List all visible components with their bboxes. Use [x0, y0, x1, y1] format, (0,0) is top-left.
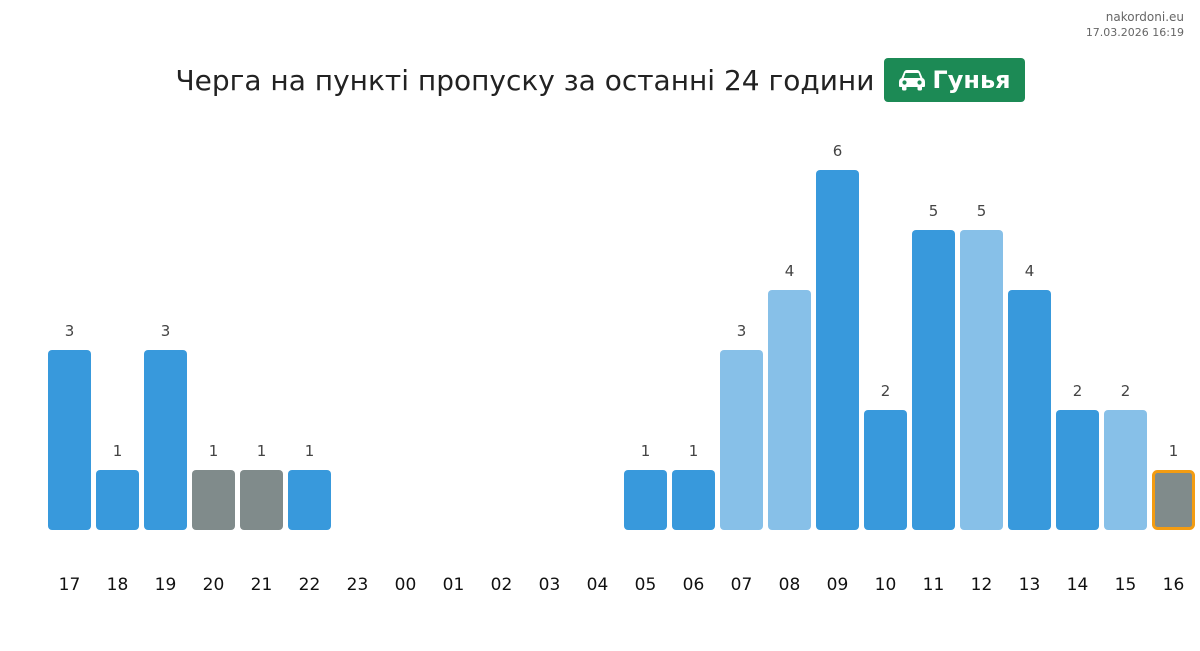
- bar-05: [624, 470, 667, 530]
- x-tick-label-13: 13: [1019, 575, 1041, 595]
- data-label-10: 2: [881, 382, 891, 400]
- x-tick-label-23: 23: [347, 575, 369, 595]
- checkpoint-badge: Гунья: [884, 58, 1025, 102]
- x-tick-label-18: 18: [107, 575, 129, 595]
- bar-12: [960, 230, 1003, 530]
- bar-06: [672, 470, 715, 530]
- bar-07: [720, 350, 763, 530]
- bar-15: [1104, 410, 1147, 530]
- data-label-07: 3: [737, 322, 747, 340]
- x-tick-label-21: 21: [251, 575, 273, 595]
- bar-17: [48, 350, 91, 530]
- x-tick-label-01: 01: [443, 575, 465, 595]
- watermark-site: nakordoni.eu: [1105, 10, 1184, 24]
- car-icon: [898, 69, 926, 91]
- x-tick-label-14: 14: [1067, 575, 1089, 595]
- data-label-18: 1: [113, 442, 123, 460]
- bar-13: [1008, 290, 1051, 530]
- bar-16: [1152, 470, 1195, 530]
- bar-18: [96, 470, 139, 530]
- x-tick-label-10: 10: [875, 575, 897, 595]
- x-tick-label-12: 12: [971, 575, 993, 595]
- x-tick-label-07: 07: [731, 575, 753, 595]
- x-tick-label-02: 02: [491, 575, 513, 595]
- data-label-13: 4: [1025, 262, 1035, 280]
- data-label-15: 2: [1121, 382, 1131, 400]
- data-label-21: 1: [257, 442, 267, 460]
- x-tick-label-19: 19: [155, 575, 177, 595]
- data-label-12: 5: [977, 202, 987, 220]
- data-label-19: 3: [161, 322, 171, 340]
- chart-title: Черга на пункті пропуску за останні 24 г…: [175, 63, 875, 97]
- x-tick-label-04: 04: [587, 575, 609, 595]
- chart-header: Черга на пункті пропуску за останні 24 г…: [0, 58, 1200, 102]
- bar-14: [1056, 410, 1099, 530]
- data-label-14: 2: [1073, 382, 1083, 400]
- x-tick-label-03: 03: [539, 575, 561, 595]
- x-tick-label-15: 15: [1115, 575, 1137, 595]
- x-tick-label-20: 20: [203, 575, 225, 595]
- checkpoint-name: Гунья: [932, 66, 1011, 94]
- x-tick-label-09: 09: [827, 575, 849, 595]
- x-tick-label-17: 17: [59, 575, 81, 595]
- x-tick-label-06: 06: [683, 575, 705, 595]
- x-tick-label-11: 11: [923, 575, 945, 595]
- bar-21: [240, 470, 283, 530]
- bar-09: [816, 170, 859, 530]
- data-label-09: 6: [833, 142, 843, 160]
- data-label-05: 1: [641, 442, 651, 460]
- data-label-17: 3: [65, 322, 75, 340]
- x-tick-label-00: 00: [395, 575, 417, 595]
- bar-19: [144, 350, 187, 530]
- data-label-20: 1: [209, 442, 219, 460]
- x-tick-label-16: 16: [1163, 575, 1185, 595]
- data-label-22: 1: [305, 442, 315, 460]
- x-tick-label-05: 05: [635, 575, 657, 595]
- bar-22: [288, 470, 331, 530]
- data-label-11: 5: [929, 202, 939, 220]
- bar-20: [192, 470, 235, 530]
- x-tick-label-08: 08: [779, 575, 801, 595]
- watermark-datetime: 17.03.2026 16:19: [1085, 26, 1184, 39]
- bar-08: [768, 290, 811, 530]
- bar-10: [864, 410, 907, 530]
- data-label-08: 4: [785, 262, 795, 280]
- bar-11: [912, 230, 955, 530]
- x-tick-label-22: 22: [299, 575, 321, 595]
- data-label-06: 1: [689, 442, 699, 460]
- watermark: nakordoni.eu 17.03.2026 16:19: [1086, 10, 1184, 40]
- data-label-16: 1: [1169, 442, 1179, 460]
